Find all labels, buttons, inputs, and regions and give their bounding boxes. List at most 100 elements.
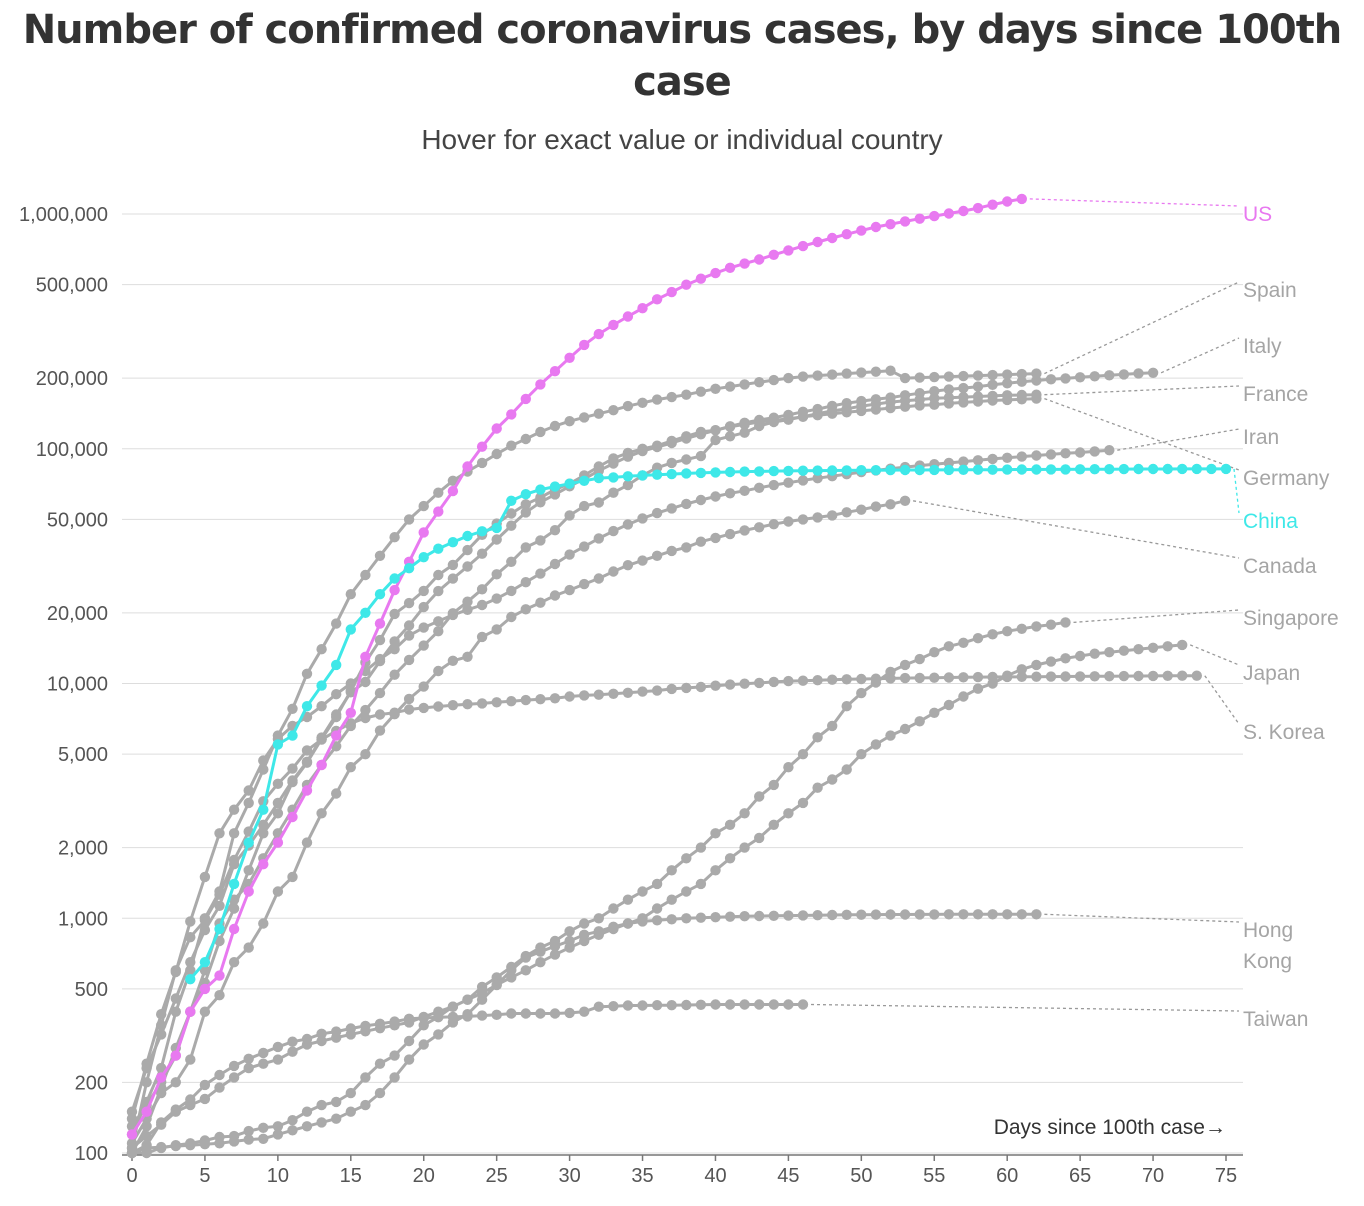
- data-point-us[interactable]: [754, 254, 765, 265]
- data-point-china[interactable]: [491, 522, 502, 534]
- data-point-china[interactable]: [1191, 463, 1203, 475]
- data-point-singapore[interactable]: [899, 659, 911, 671]
- data-point-germany[interactable]: [914, 400, 925, 411]
- data-point-china[interactable]: [870, 465, 882, 476]
- data-point-canada[interactable]: [710, 532, 721, 544]
- data-point-s-korea[interactable]: [520, 694, 531, 706]
- data-point-s-korea[interactable]: [943, 672, 955, 683]
- data-point-us[interactable]: [899, 216, 911, 227]
- data-point-taiwan[interactable]: [287, 1036, 298, 1047]
- data-point-hong-kong[interactable]: [593, 926, 604, 937]
- data-point-iran[interactable]: [797, 475, 809, 486]
- data-point-us[interactable]: [389, 584, 400, 596]
- data-point-france[interactable]: [506, 556, 517, 567]
- data-point-japan[interactable]: [870, 739, 882, 750]
- data-point-germany[interactable]: [812, 410, 823, 421]
- data-point-s-korea[interactable]: [754, 677, 765, 689]
- data-point-china[interactable]: [447, 537, 459, 548]
- data-point-hong-kong[interactable]: [418, 1039, 429, 1050]
- data-point-japan[interactable]: [827, 774, 838, 785]
- data-point-singapore[interactable]: [754, 791, 765, 802]
- data-point-iran[interactable]: [622, 519, 634, 530]
- data-point-france[interactable]: [433, 626, 444, 637]
- data-point-singapore[interactable]: [1031, 621, 1042, 632]
- data-point-singapore[interactable]: [666, 865, 677, 876]
- data-point-iran[interactable]: [506, 585, 517, 597]
- data-point-canada[interactable]: [695, 536, 707, 547]
- data-point-canada[interactable]: [345, 762, 356, 773]
- data-point-china[interactable]: [885, 464, 896, 476]
- data-point-us[interactable]: [520, 393, 531, 405]
- data-point-canada[interactable]: [301, 837, 313, 848]
- data-point-china[interactable]: [374, 589, 386, 600]
- data-point-us[interactable]: [141, 1106, 152, 1117]
- series-china[interactable]: [185, 463, 1232, 985]
- data-point-hong-kong[interactable]: [331, 1113, 342, 1124]
- data-point-china[interactable]: [1162, 463, 1173, 475]
- data-point-germany[interactable]: [841, 407, 852, 418]
- data-point-france[interactable]: [579, 500, 590, 512]
- data-point-italy[interactable]: [447, 573, 459, 584]
- data-point-singapore[interactable]: [491, 972, 502, 983]
- data-point-taiwan[interactable]: [433, 1012, 444, 1023]
- data-point-taiwan[interactable]: [331, 1026, 342, 1037]
- data-point-us[interactable]: [243, 886, 254, 897]
- data-point-s-korea[interactable]: [622, 687, 634, 698]
- data-point-china[interactable]: [579, 475, 590, 486]
- series-line-hong-kong[interactable]: [131, 912, 1037, 1155]
- data-point-italy[interactable]: [1147, 367, 1159, 378]
- data-point-taiwan[interactable]: [520, 1008, 531, 1019]
- data-point-s-korea[interactable]: [856, 673, 867, 685]
- data-point-spain[interactable]: [345, 589, 356, 600]
- data-point-s-korea[interactable]: [476, 698, 488, 709]
- data-point-spain[interactable]: [870, 366, 882, 377]
- data-point-spain[interactable]: [170, 1006, 181, 1017]
- data-point-spain[interactable]: [156, 1062, 167, 1074]
- data-point-taiwan[interactable]: [418, 1012, 429, 1024]
- data-point-china[interactable]: [520, 489, 531, 500]
- data-point-singapore[interactable]: [827, 720, 838, 732]
- data-point-italy[interactable]: [1089, 371, 1100, 382]
- data-point-iran[interactable]: [1060, 448, 1071, 459]
- data-point-china[interactable]: [637, 470, 648, 481]
- data-point-us[interactable]: [156, 1072, 167, 1083]
- data-point-canada[interactable]: [827, 510, 838, 521]
- data-point-italy[interactable]: [476, 548, 488, 559]
- data-point-italy[interactable]: [943, 384, 955, 395]
- series-s-korea[interactable]: [126, 670, 1203, 1154]
- data-point-us[interactable]: [885, 219, 896, 230]
- data-point-hong-kong[interactable]: [637, 916, 648, 927]
- data-point-s-korea[interactable]: [1016, 671, 1027, 682]
- data-point-us[interactable]: [987, 199, 998, 210]
- data-point-taiwan[interactable]: [637, 1000, 648, 1011]
- data-point-hong-kong[interactable]: [476, 994, 488, 1005]
- data-point-iran[interactable]: [593, 533, 604, 544]
- data-point-s-korea[interactable]: [914, 672, 925, 684]
- data-point-italy[interactable]: [1133, 368, 1144, 379]
- series-spain[interactable]: [126, 365, 1042, 1140]
- data-point-s-korea[interactable]: [651, 685, 663, 696]
- data-point-hong-kong[interactable]: [768, 910, 779, 921]
- data-point-canada[interactable]: [797, 514, 809, 525]
- data-point-canada[interactable]: [637, 555, 648, 566]
- data-point-china[interactable]: [345, 624, 356, 635]
- data-point-canada[interactable]: [433, 665, 444, 677]
- data-point-s-korea[interactable]: [1031, 671, 1042, 682]
- series-japan[interactable]: [126, 639, 1188, 1154]
- data-point-s-korea[interactable]: [1104, 671, 1115, 682]
- data-point-germany[interactable]: [331, 711, 342, 723]
- data-point-spain[interactable]: [695, 386, 707, 397]
- data-point-germany[interactable]: [739, 419, 750, 430]
- data-point-taiwan[interactable]: [506, 1008, 517, 1019]
- series-canada[interactable]: [126, 495, 911, 1149]
- data-point-italy[interactable]: [1104, 370, 1115, 381]
- data-point-s-korea[interactable]: [1133, 670, 1144, 682]
- data-point-spain[interactable]: [856, 367, 867, 378]
- data-point-france[interactable]: [520, 542, 531, 553]
- data-point-japan[interactable]: [228, 1072, 240, 1083]
- data-point-hong-kong[interactable]: [827, 909, 838, 921]
- data-point-singapore[interactable]: [943, 641, 955, 652]
- data-point-us[interactable]: [462, 461, 473, 472]
- data-point-italy[interactable]: [170, 993, 181, 1004]
- data-point-hong-kong[interactable]: [491, 979, 502, 991]
